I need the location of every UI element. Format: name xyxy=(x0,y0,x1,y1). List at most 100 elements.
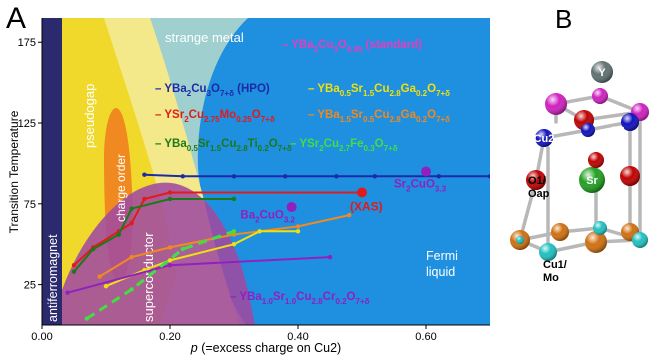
crystal-structure: Y Cu2 O2 O1/Oap Sr O4 Cu1/Mo xyxy=(510,61,649,284)
atom-shading xyxy=(526,170,546,190)
fermi-liquid-line-1: Fermi xyxy=(426,249,458,263)
series-point-green xyxy=(167,196,173,202)
y-tick-label: 25 xyxy=(24,280,36,292)
x-tick-label: 0.40 xyxy=(287,331,308,343)
ticks: 0.00 0.20 0.40 0.60 25 75 125 175 xyxy=(18,37,437,343)
series-point-blue xyxy=(231,174,237,179)
atom-shading xyxy=(593,221,607,235)
region-label-antiferromagnet: antiferromagnet xyxy=(46,234,60,322)
atom-shading xyxy=(632,232,648,248)
atom-shading xyxy=(545,93,567,115)
legend-entry-blue: – YBa2Cu3O7+δ (HPO) xyxy=(155,83,270,98)
x-axis-label-rest: (=excess charge on Cu2) xyxy=(198,341,341,355)
series-point-light_green xyxy=(129,287,134,292)
region-label-superconductor: superconductor xyxy=(141,232,156,322)
atom-shading xyxy=(551,223,569,241)
y-tick-label: 175 xyxy=(18,37,36,49)
series-point-green xyxy=(116,232,122,237)
marked-point-purple xyxy=(286,202,297,213)
atom-shading xyxy=(588,152,604,168)
series-point-blue xyxy=(487,174,490,179)
marked-point-red xyxy=(357,187,367,198)
compound-label-sr-cuo: Sr2CuO3.3 xyxy=(394,179,447,194)
series-point-yellow xyxy=(103,284,109,289)
x-tick-label: 0.00 xyxy=(31,331,52,343)
atom-shading xyxy=(592,88,608,104)
atom-label-o1: O1/Oap xyxy=(528,175,550,200)
series-point-yellow xyxy=(257,229,262,234)
series-point-purple xyxy=(65,290,70,295)
series-point-green xyxy=(231,196,237,202)
marker-layer: (XAS) Ba2CuO3.2 Sr2CuO3.3 xyxy=(240,166,447,224)
series-point-green xyxy=(129,206,134,211)
series-point-green xyxy=(91,246,96,252)
series-point-light_green xyxy=(84,316,90,321)
region-label-pseudogap: pseudogap xyxy=(82,84,97,148)
x-axis-label-p: p xyxy=(190,341,198,355)
atom-label-o2: O2 xyxy=(610,125,625,137)
atom-shading xyxy=(579,167,605,193)
series-point-green xyxy=(71,269,77,274)
region-label-strange-metal: strange metal xyxy=(165,30,244,45)
series-point-purple xyxy=(327,254,333,260)
series-point-blue xyxy=(283,174,288,179)
series-point-light_green xyxy=(180,246,185,252)
compound-label-ba-cuo: Ba2CuO3.2 xyxy=(240,209,295,224)
series-point-light_green xyxy=(231,229,237,234)
region-label-fermi-liquid: Fermi liquid xyxy=(426,249,461,279)
series-point-purple xyxy=(167,263,173,268)
legend-entry-light_green: – YSr2Cu2.7Fe0.3O7+δ xyxy=(290,138,398,153)
legend-entry-red: – YSr2Cu2.75Mo0.25O7+δ xyxy=(155,109,275,124)
series-point-blue xyxy=(180,174,185,179)
series-point-blue xyxy=(142,172,147,177)
atom-label-cu1: Cu1/Mo xyxy=(543,259,567,284)
series-layer xyxy=(65,172,490,321)
series-point-red xyxy=(129,221,134,226)
legend-entry-yellow: – YBa0.5Sr1.5Cu2.8Ga0.2O7+δ xyxy=(308,83,450,98)
atom-label-y: Y xyxy=(598,67,606,79)
atom-label-o4: O4 xyxy=(587,267,603,279)
panel-b-label: B xyxy=(555,4,572,34)
series-point-orange xyxy=(167,245,173,250)
x-tick-label: 0.60 xyxy=(415,331,436,343)
atoms: Y Cu2 O2 O1/Oap Sr O4 Cu1/Mo xyxy=(510,61,649,284)
series-point-yellow xyxy=(295,229,301,234)
series-point-orange xyxy=(129,254,134,260)
atom-shading xyxy=(621,113,639,131)
series-line-green xyxy=(73,198,234,273)
superconductor-region xyxy=(62,182,255,325)
atom-shading xyxy=(535,129,553,147)
atom-shading xyxy=(620,166,640,186)
marked-point-purple xyxy=(421,166,431,177)
atom-label-sr: Sr xyxy=(586,175,598,187)
series-point-yellow xyxy=(167,258,173,263)
region-label-charge-order: charge order xyxy=(114,154,128,222)
x-tick-label: 0.20 xyxy=(159,331,180,343)
atom-shading xyxy=(585,231,607,253)
series-point-red xyxy=(167,190,173,195)
series-point-red xyxy=(71,263,77,268)
series-point-orange xyxy=(231,232,237,237)
marked-point-label: (XAS) xyxy=(350,200,383,214)
atom-shading xyxy=(581,123,595,137)
x-axis-label: p (=excess charge on Cu2) xyxy=(190,341,341,355)
y-tick-label: 125 xyxy=(18,118,36,130)
atom-label-cu2: Cu2 xyxy=(534,133,555,145)
atom-shading xyxy=(516,236,524,244)
y-axis-label: Transition Temperature xyxy=(7,110,21,233)
legend-entry-purple: – YBa1.0Sr1.0Cu2.8Cr0.2O7+δ xyxy=(230,291,370,306)
phase-regions xyxy=(42,18,490,325)
series-point-yellow xyxy=(231,242,237,247)
series-line-blue xyxy=(144,173,490,178)
legend-entry-green: – YBa0.5Sr1.5Cu2.8Ti0.2O7+δ xyxy=(155,138,292,153)
series-point-red xyxy=(142,196,147,202)
atom-shading xyxy=(591,61,613,83)
legend: – YBa2Cu3O6.95 (standard) – YBa2Cu3O7+δ (… xyxy=(155,39,450,306)
panel-a-label: A xyxy=(6,2,26,35)
series-point-orange xyxy=(295,224,301,229)
legend-entry-orange: – YBa1.5Sr0.5Cu2.8Ga0.2O7+δ xyxy=(308,109,450,124)
antiferromagnet-region xyxy=(42,18,62,325)
legend-entry-magenta: – YBa2Cu3O6.95 (standard) xyxy=(282,39,422,54)
atom-shading xyxy=(539,243,557,261)
